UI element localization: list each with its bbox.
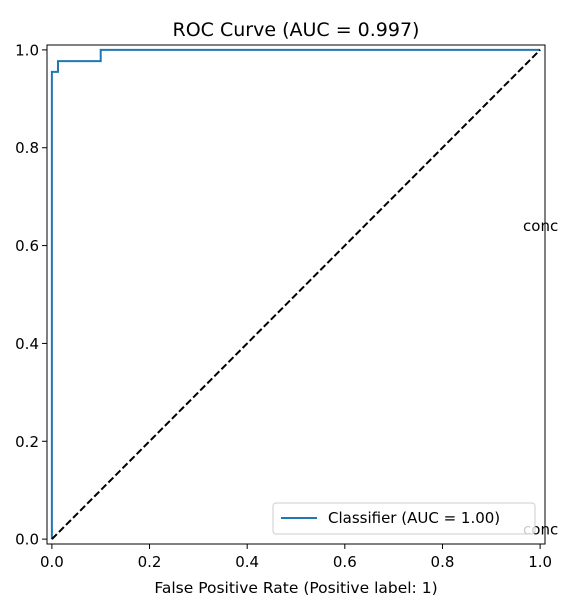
- x-tick-label: 0.0: [40, 553, 64, 571]
- plot-lines: [52, 50, 540, 539]
- x-tick-label: 0.4: [235, 553, 259, 571]
- chart-title: ROC Curve (AUC = 0.997): [173, 19, 420, 41]
- x-tick-label: 0.2: [138, 553, 162, 571]
- x-axis: 0.0 0.2 0.4 0.6 0.8 1.0: [40, 544, 552, 571]
- annotation-text: conc: [523, 217, 558, 235]
- y-tick-label: 0.8: [15, 139, 39, 157]
- y-tick-label: 1.0: [15, 41, 39, 59]
- x-tick-label: 1.0: [528, 553, 552, 571]
- chance-line: [52, 50, 540, 539]
- legend: Classifier (AUC = 1.00): [273, 503, 535, 534]
- y-tick-label: 0.4: [15, 335, 39, 353]
- y-tick-label: 0.6: [15, 237, 39, 255]
- y-tick-label: 0.2: [15, 433, 39, 451]
- y-tick-label: 0.0: [15, 531, 39, 549]
- x-tick-label: 0.6: [333, 553, 357, 571]
- y-axis: 0.0 0.2 0.4 0.6 0.8 1.0: [15, 41, 47, 548]
- x-tick-label: 0.8: [431, 553, 455, 571]
- x-axis-label: False Positive Rate (Positive label: 1): [154, 579, 437, 597]
- legend-label-classifier: Classifier (AUC = 1.00): [328, 509, 500, 527]
